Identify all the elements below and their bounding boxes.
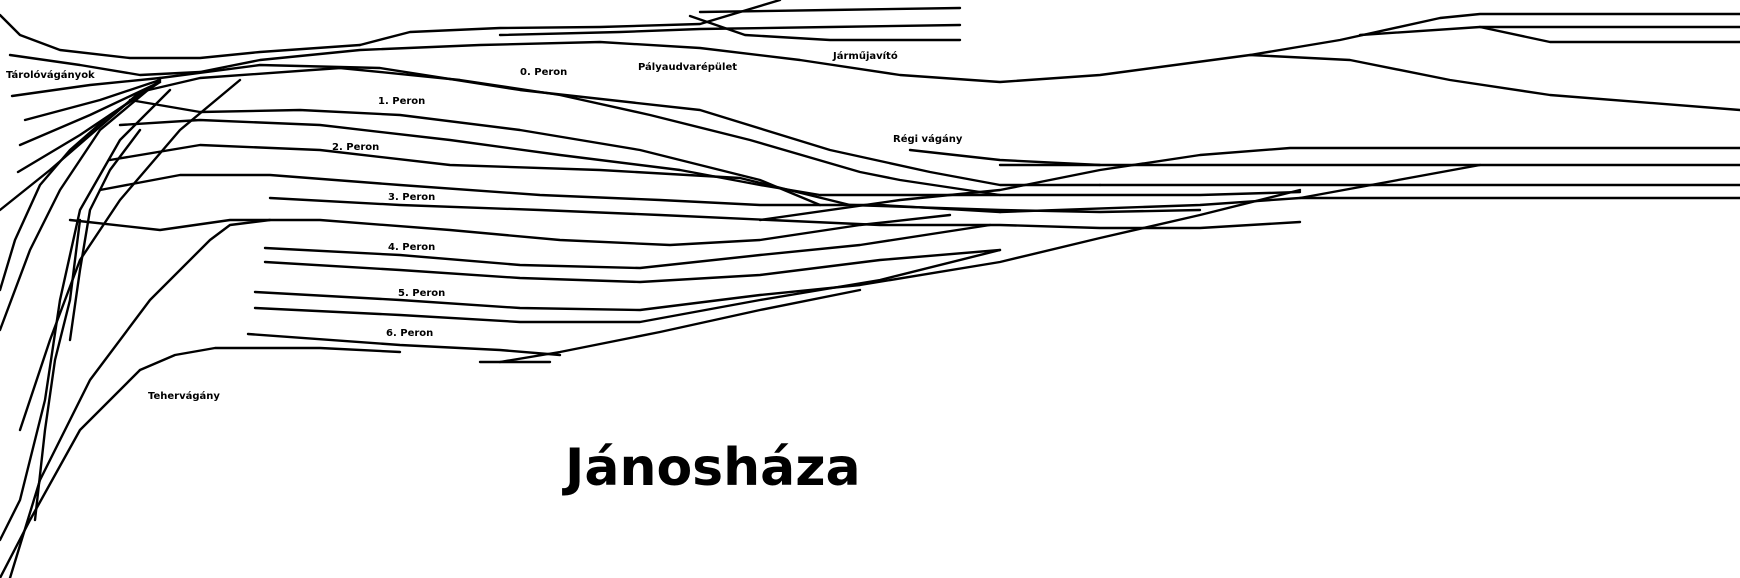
label-storage-tracks: Tárolóvágányok [6,69,95,81]
track-line [0,78,162,332]
track-line [18,80,162,147]
track-line [1478,25,1740,44]
track-line [498,288,862,364]
track-line [0,90,142,212]
track-line [498,23,962,37]
track-line [10,76,162,98]
track-line [33,218,82,522]
track-line [908,148,1102,167]
label-platform-6: 6. Peron [386,328,433,339]
label-platform-2: 2. Peron [332,142,379,153]
label-depot: Járműjavító [832,50,898,62]
track-line [0,13,362,60]
track-line [0,80,162,292]
label-platform-1: 1. Peron [378,96,425,107]
track-line [263,223,992,270]
track-line [698,6,962,14]
label-platform-4: 4. Peron [388,242,435,253]
track-line [198,40,1740,112]
track-line [8,53,202,77]
label-old-track: Régi vágány [893,133,963,145]
track-line [253,248,1002,324]
track-line [0,368,142,578]
track-line [138,66,1002,197]
track-line [98,173,1002,214]
diagram-title: Jánosháza [562,438,861,498]
track-line [18,78,242,432]
track-line [138,346,402,372]
track-line [758,146,1740,222]
label-platform-5: 5. Peron [398,288,445,299]
label-freight-track: Tehervágány [148,390,220,402]
track-line [358,0,782,47]
track-line [118,118,1302,197]
track-line [253,188,1302,312]
track-line [68,128,142,342]
track-line [268,196,1302,230]
track-line [246,332,562,357]
track-line [128,98,822,207]
track-line [263,248,1002,284]
track-line [23,78,162,122]
track-line [0,88,172,542]
label-station-building: Pályaudvarépület [638,61,737,73]
label-platform-3: 3. Peron [388,192,435,203]
track-line [1358,25,1740,37]
track-line [158,63,1102,187]
track-line [688,14,962,42]
label-platform-0: 0. Peron [520,67,567,78]
track-line [68,213,952,247]
track-line [1248,12,1740,57]
track-line [108,143,1202,214]
track-labels: Tárolóvágányok 0. Peron Pályaudvarépület… [6,50,963,402]
